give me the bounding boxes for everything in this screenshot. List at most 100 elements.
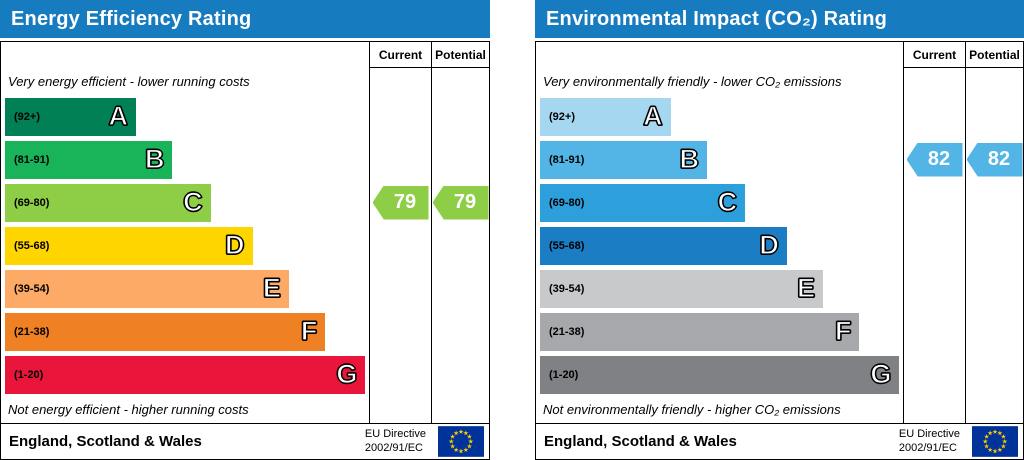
band-range-label: (81-91) — [14, 153, 50, 166]
potential-column-header: Potential — [965, 42, 1023, 68]
bottom-note-row: Not environmentally friendly - higher CO… — [536, 396, 1023, 423]
column-header-spacer — [536, 42, 903, 68]
current-cell — [369, 267, 431, 310]
band-chart-cell: (92+) A — [536, 95, 903, 138]
current-rating-value: 82 — [927, 148, 951, 170]
band-row-b: (81-91) B 82 82 — [536, 138, 1023, 181]
potential-column-spacer — [431, 68, 489, 95]
band-letter: A — [643, 101, 664, 131]
band-range-label: (92+) — [549, 110, 575, 123]
current-cell — [903, 353, 965, 396]
column-header-spacer — [1, 42, 369, 68]
current-cell — [903, 95, 965, 138]
co2-title-bar: Environmental Impact (CO₂) Rating — [535, 0, 1024, 38]
potential-rating-value: 79 — [453, 191, 477, 213]
potential-cell — [431, 224, 489, 267]
current-cell: 79 — [369, 181, 431, 224]
current-column-spacer — [369, 68, 431, 95]
band-row-f: (21-38) F — [536, 310, 1023, 353]
current-cell — [369, 95, 431, 138]
current-column-spacer — [903, 68, 965, 95]
band-chart-cell: (21-38) F — [1, 310, 369, 353]
band-range-label: (1-20) — [14, 368, 44, 381]
potential-column-spacer — [965, 68, 1023, 95]
eu-directive-line2: 2002/91/EC — [898, 441, 957, 454]
potential-cell — [965, 181, 1023, 224]
energy-efficiency-panel: Energy Efficiency Rating Current Potenti… — [0, 0, 490, 460]
potential-column-header: Potential — [431, 42, 489, 68]
current-column-spacer — [369, 396, 431, 423]
eu-directive-label: EU Directive 2002/91/EC — [899, 428, 960, 454]
band-letter: C — [717, 187, 738, 217]
band-letter: E — [262, 273, 281, 303]
band-range-label: (81-91) — [549, 153, 585, 166]
bottom-note: Not environmentally friendly - higher CO… — [543, 402, 841, 417]
bottom-note-row: Not energy efficient - higher running co… — [1, 396, 489, 423]
band-chart-cell: (81-91) B — [1, 138, 369, 181]
band-letter: G — [870, 359, 892, 389]
bands: (92+) A (81-91) B 82 82 (69-80) C (55-68) D (39-54… — [536, 95, 1023, 396]
current-cell — [903, 310, 965, 353]
region-label: England, Scotland & Wales — [544, 433, 737, 450]
potential-column-spacer — [431, 396, 489, 423]
band-row-g: (1-20) G — [1, 353, 489, 396]
band-chart-cell: (55-68) D — [1, 224, 369, 267]
eu-directive-line1: EU Directive — [898, 428, 960, 441]
band-row-e: (39-54) E — [536, 267, 1023, 310]
co2-panel-title: Environmental Impact (CO₂) Rating — [546, 7, 888, 30]
panel-footer: England, Scotland & Wales EU Directive 2… — [1, 423, 489, 459]
current-column-spacer — [903, 396, 965, 423]
eu-flag-icon — [438, 426, 484, 457]
band-row-g: (1-20) G — [536, 353, 1023, 396]
band-chart-cell: (21-38) F — [536, 310, 903, 353]
potential-cell — [965, 95, 1023, 138]
band-chart-cell: (92+) A — [1, 95, 369, 138]
region-label: England, Scotland & Wales — [9, 433, 202, 450]
current-rating-value: 79 — [393, 191, 417, 213]
band-bar-b: (81-91) B — [540, 140, 707, 179]
band-letter: E — [797, 273, 816, 303]
energy-title-bar: Energy Efficiency Rating — [0, 0, 490, 38]
band-chart-cell: (69-80) C — [536, 181, 903, 224]
eu-directive-line1: EU Directive — [364, 428, 426, 441]
potential-cell — [965, 267, 1023, 310]
current-rating-arrow: 79 — [372, 185, 429, 220]
potential-cell — [965, 310, 1023, 353]
bands: (92+) A (81-91) B (69-80) C 79 79 (55-68) D (39-54… — [1, 95, 489, 396]
potential-rating-value: 82 — [987, 148, 1011, 170]
band-row-d: (55-68) D — [536, 224, 1023, 267]
current-cell — [369, 353, 431, 396]
band-bar-d: (55-68) D — [5, 226, 253, 265]
band-range-label: (69-80) — [549, 196, 585, 209]
potential-column-spacer — [965, 396, 1023, 423]
band-range-label: (1-20) — [549, 368, 579, 381]
potential-cell — [431, 267, 489, 310]
band-bar-e: (39-54) E — [540, 269, 824, 308]
band-row-c: (69-80) C — [536, 181, 1023, 224]
band-letter: D — [224, 230, 245, 260]
panel-footer: England, Scotland & Wales EU Directive 2… — [536, 423, 1023, 459]
current-column-header: Current — [903, 42, 965, 68]
potential-cell — [431, 138, 489, 181]
band-chart-cell: (55-68) D — [536, 224, 903, 267]
band-range-label: (92+) — [14, 110, 40, 123]
potential-rating-arrow: 82 — [966, 142, 1023, 177]
band-bar-a: (92+) A — [5, 97, 137, 136]
band-bar-a: (92+) A — [540, 97, 671, 136]
current-cell — [369, 310, 431, 353]
current-cell: 82 — [903, 138, 965, 181]
band-range-label: (39-54) — [549, 282, 585, 295]
band-chart-cell: (39-54) E — [1, 267, 369, 310]
band-range-label: (21-38) — [549, 325, 585, 338]
band-letter: F — [300, 316, 318, 346]
band-letter: D — [759, 230, 780, 260]
band-row-e: (39-54) E — [1, 267, 489, 310]
band-range-label: (69-80) — [14, 196, 50, 209]
band-row-a: (92+) A — [536, 95, 1023, 138]
band-bar-f: (21-38) F — [540, 312, 860, 351]
column-header-row: Current Potential — [536, 42, 1023, 68]
band-bar-e: (39-54) E — [5, 269, 289, 308]
current-cell — [903, 181, 965, 224]
environmental-impact-panel: Environmental Impact (CO₂) Rating Curren… — [535, 0, 1024, 460]
top-note: Very energy efficient - lower running co… — [8, 74, 250, 89]
